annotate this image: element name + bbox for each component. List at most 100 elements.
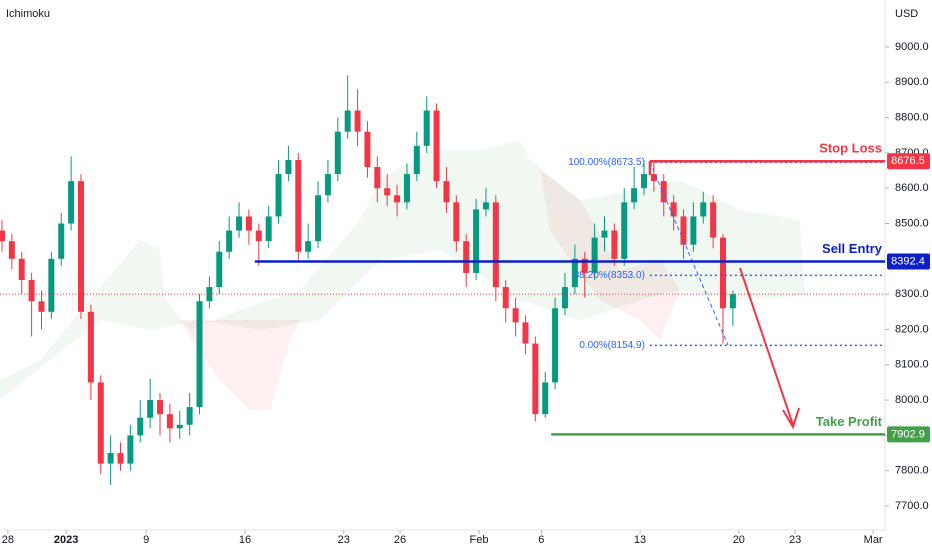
candle-body — [8, 241, 15, 259]
candle-body — [680, 216, 687, 245]
x-tick-label: Feb — [470, 534, 489, 546]
y-tick-label: 8600.0 — [895, 182, 929, 194]
candle-body — [324, 174, 331, 196]
candle-body — [226, 230, 233, 252]
fib-level-label: 100.00%(8673.5) — [568, 157, 645, 168]
y-tick-label: 9000.0 — [895, 41, 929, 53]
candle-body — [650, 174, 657, 182]
candle-body — [186, 407, 193, 425]
candle-body — [176, 424, 183, 429]
candle-body — [236, 216, 243, 231]
ichimoku-cloud — [0, 140, 805, 400]
candle-body — [354, 110, 361, 132]
candle-body — [147, 400, 154, 418]
candle-body — [640, 174, 647, 189]
candle-body — [423, 110, 430, 146]
candle-body — [601, 230, 608, 238]
candle-body — [729, 294, 736, 309]
x-tick-label: 16 — [239, 534, 251, 546]
candle-body — [621, 202, 628, 259]
y-tick-label: 8000.0 — [895, 394, 929, 406]
fib-level-label: 38.20%(8353.0) — [574, 270, 645, 281]
candle-body — [453, 202, 460, 242]
price-box-label: 8676.5 — [891, 155, 925, 167]
y-tick-label: 8200.0 — [895, 323, 929, 335]
level-label: Sell Entry — [822, 241, 883, 256]
candle-body — [700, 202, 707, 217]
candle-body — [166, 414, 173, 429]
ichimoku-cloud — [180, 320, 300, 410]
candle-body — [137, 417, 144, 436]
candle-body — [265, 216, 272, 242]
candle-body — [433, 110, 440, 182]
candle-body — [97, 382, 104, 464]
candle-body — [443, 181, 450, 203]
price-box — [887, 253, 930, 270]
candle-body — [285, 159, 292, 175]
price-box — [887, 426, 930, 443]
y-tick-label: 8500.0 — [895, 217, 929, 229]
candle-body — [611, 230, 618, 259]
candle-body — [48, 258, 55, 312]
candle-body — [532, 343, 539, 415]
candle-body — [255, 230, 262, 242]
price-box — [887, 153, 930, 170]
candle-body — [38, 301, 45, 312]
x-tick-label: 28 — [2, 534, 14, 546]
ichimoku-cloud — [540, 170, 680, 340]
arrow — [739, 267, 800, 430]
candle-body — [631, 188, 638, 203]
y-axis-label: USD — [895, 8, 918, 20]
candle-body — [720, 237, 727, 309]
candle-body — [473, 209, 480, 273]
candle-body — [394, 195, 401, 203]
candle-body — [571, 258, 578, 288]
candle-body — [690, 216, 697, 245]
candle-body — [127, 435, 134, 464]
candle-body — [660, 181, 667, 203]
candle-body — [245, 216, 252, 231]
price-box-label: 8392.4 — [891, 255, 925, 267]
candle-body — [482, 202, 489, 210]
candle-body — [542, 382, 549, 415]
candle-body — [413, 145, 420, 175]
fib-level-label: 0.00%(8154.9) — [579, 340, 645, 351]
candle-body — [295, 159, 302, 252]
y-tick-label: 8100.0 — [895, 359, 929, 371]
candle-body — [196, 301, 203, 408]
candle-body — [522, 322, 529, 344]
candle-body — [275, 174, 282, 217]
candle-body — [0, 230, 5, 242]
candle-body — [384, 188, 391, 196]
candle-body — [58, 223, 65, 259]
x-tick-label: 2023 — [54, 534, 78, 546]
candle-body — [87, 311, 94, 383]
candle-body — [18, 258, 25, 281]
candle-body — [305, 241, 312, 252]
y-tick-label: 8900.0 — [895, 76, 929, 88]
candle-body — [344, 110, 351, 132]
candle-body — [463, 241, 470, 273]
level-label: Take Profit — [816, 414, 883, 429]
x-tick-label: 20 — [733, 534, 745, 546]
candle-body — [68, 181, 75, 224]
plot-area — [0, 75, 885, 485]
candle-body — [502, 287, 509, 309]
x-tick-label: 9 — [143, 534, 149, 546]
candle-body — [492, 202, 499, 288]
y-tick-label: 8800.0 — [895, 111, 929, 123]
candle-body — [364, 131, 371, 168]
candle-body — [403, 174, 410, 203]
x-tick-label: Mar — [864, 534, 883, 546]
x-tick-label: 6 — [538, 534, 544, 546]
candle-body — [581, 258, 588, 273]
candle-body — [591, 237, 598, 273]
candle-body — [315, 195, 322, 242]
candle-body — [561, 287, 568, 309]
candle-body — [216, 251, 223, 288]
candle-body — [710, 202, 717, 238]
candle-body — [512, 308, 519, 323]
x-tick-label: 13 — [634, 534, 646, 546]
candle-body — [206, 287, 213, 302]
